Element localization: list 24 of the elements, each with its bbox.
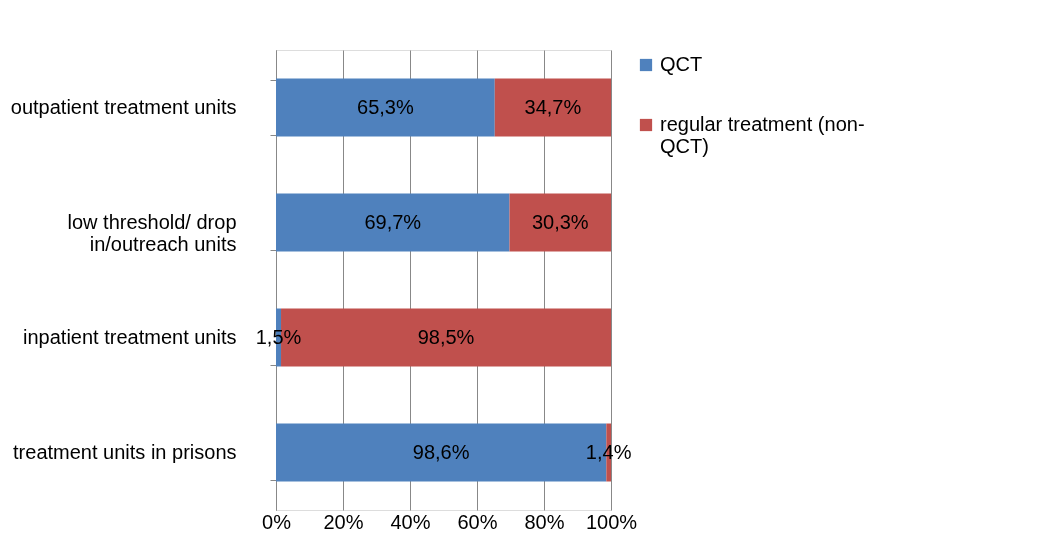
legend-label: QCT [660,53,703,75]
legend-label: regular treatment (non- QCT) [660,113,865,157]
x-tick-label: 60% [457,510,498,533]
x-tick-label: 100% [585,510,638,533]
y-tick-label: inpatient treatment units [23,326,237,348]
data-label: 1,4% [585,440,632,463]
x-tick-label: 40% [390,510,431,533]
x-tick-label: 80% [524,510,565,533]
data-label: 34,7% [524,95,582,118]
data-label: 1,5% [255,325,302,348]
x-tick-label: 0% [262,510,292,533]
bar [494,78,611,137]
bar [276,78,495,137]
data-label: 65,3% [357,95,414,118]
data-label: 98,6% [412,440,470,463]
y-tick-label: outpatient treatment units [10,96,237,118]
data-label: 69,7% [364,210,422,233]
y-tick-label: low threshold/ drop in/outreach units [67,211,237,255]
data-label: 98,5% [417,325,475,348]
y-tick-label: treatment units in prisons [13,441,237,463]
bar [509,193,611,252]
data-label: 30,3% [531,210,589,233]
bar [276,193,510,252]
x-tick-label: 20% [323,510,364,533]
